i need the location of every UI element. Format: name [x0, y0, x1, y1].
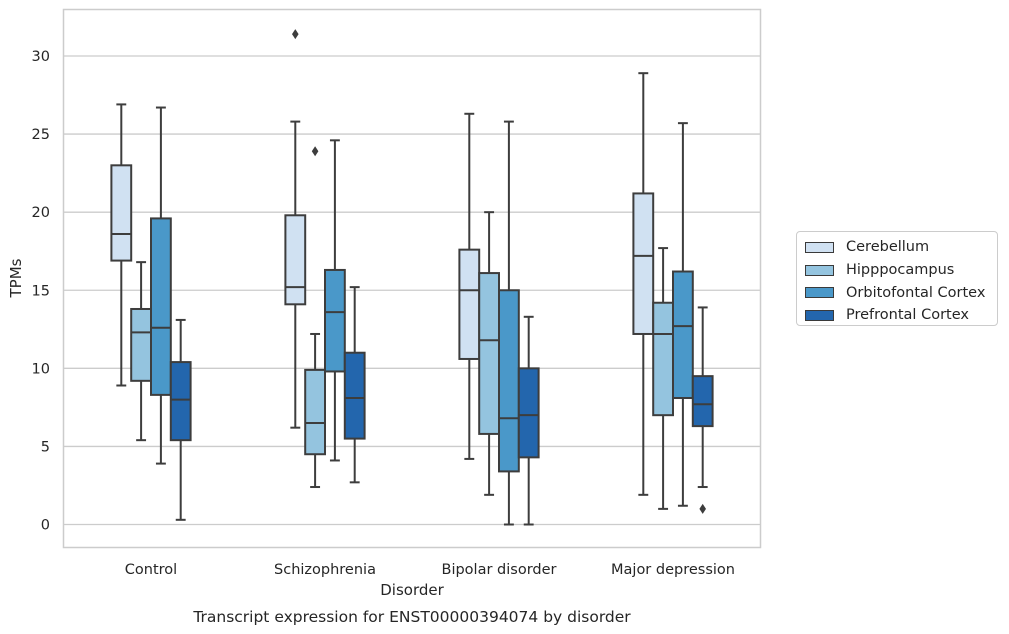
y-axis-ticks: 0 5 10 15 20 25 30 [32, 49, 50, 534]
box-hipppocampus [130, 261, 152, 442]
box-body [691, 375, 714, 428]
y-tick-label: 10 [32, 361, 50, 377]
box-orbitofontal-cortex [150, 106, 172, 465]
box-body [652, 301, 675, 417]
y-tick-label: 25 [32, 127, 50, 143]
box-orbitofontal-cortex [498, 120, 520, 526]
box-orbitofontal-cortex [672, 122, 694, 507]
box-orbitofontal-cortex [324, 139, 346, 462]
y-tick-label: 30 [32, 49, 50, 65]
legend-item: Cerebellum [805, 236, 997, 259]
box-hipppocampus [652, 247, 675, 510]
box-body [110, 164, 133, 262]
legend-label: Orbitofontal Cortex [846, 284, 986, 301]
box-prefrontal-cortex [517, 315, 540, 526]
legend-item: Prefrontal Cortex [805, 304, 997, 327]
box-hipppocampus [478, 211, 501, 496]
outlier-marker [292, 29, 299, 40]
box-body [343, 351, 366, 440]
y-tick-label: 5 [41, 439, 50, 455]
legend-item: Hipppocampus [805, 259, 997, 282]
legend-label: Cerebellum [846, 239, 930, 256]
x-tick-label: Bipolar disorder [442, 562, 557, 578]
outlier-marker [699, 503, 706, 514]
y-tick-label: 0 [41, 518, 50, 534]
box-cerebellum [632, 72, 655, 496]
x-tick-label: Major depression [611, 562, 735, 578]
box-body [169, 361, 192, 442]
box-body [517, 367, 540, 459]
box-prefrontal-cortex [691, 306, 714, 514]
box-body [498, 289, 520, 473]
legend-swatch [805, 309, 834, 321]
y-tick-label: 15 [32, 283, 50, 299]
box-hipppocampus [304, 146, 327, 489]
box-body [304, 368, 327, 456]
legend-label: Prefrontal Cortex [846, 307, 969, 324]
box-cerebellum [110, 103, 133, 387]
box-body [672, 270, 694, 400]
box-body [324, 268, 346, 373]
x-tick-label: Schizophrenia [274, 562, 376, 578]
box-body [478, 272, 501, 435]
legend-swatch [805, 287, 834, 299]
box-body [632, 192, 655, 335]
box-cerebellum [284, 29, 307, 429]
box-body [284, 214, 307, 306]
legend-label: Hipppocampus [846, 262, 955, 279]
legend-swatch [805, 241, 834, 253]
chart-title: Transcript expression for ENST0000039407… [192, 608, 631, 626]
box-cerebellum [458, 112, 481, 460]
box-body [130, 307, 152, 382]
y-axis-label: TPMs [7, 258, 25, 298]
x-tick-label: Control [125, 562, 177, 578]
x-axis-label: Disorder [380, 581, 444, 599]
boxes [110, 29, 714, 526]
x-axis-ticks: Control Schizophrenia Bipolar disorder Majo… [125, 562, 735, 578]
box-prefrontal-cortex [343, 286, 366, 484]
plot-area-frame [62, 8, 762, 549]
legend-swatch [805, 264, 834, 276]
outlier-marker [311, 146, 319, 157]
legend: Cerebellum Hipppocampus Orbitofontal Corte… [796, 231, 998, 326]
y-tick-label: 20 [32, 205, 50, 221]
box-body [150, 217, 172, 396]
legend-item: Orbitofontal Cortex [805, 281, 997, 304]
box-body [458, 248, 481, 360]
box-prefrontal-cortex [169, 318, 192, 521]
